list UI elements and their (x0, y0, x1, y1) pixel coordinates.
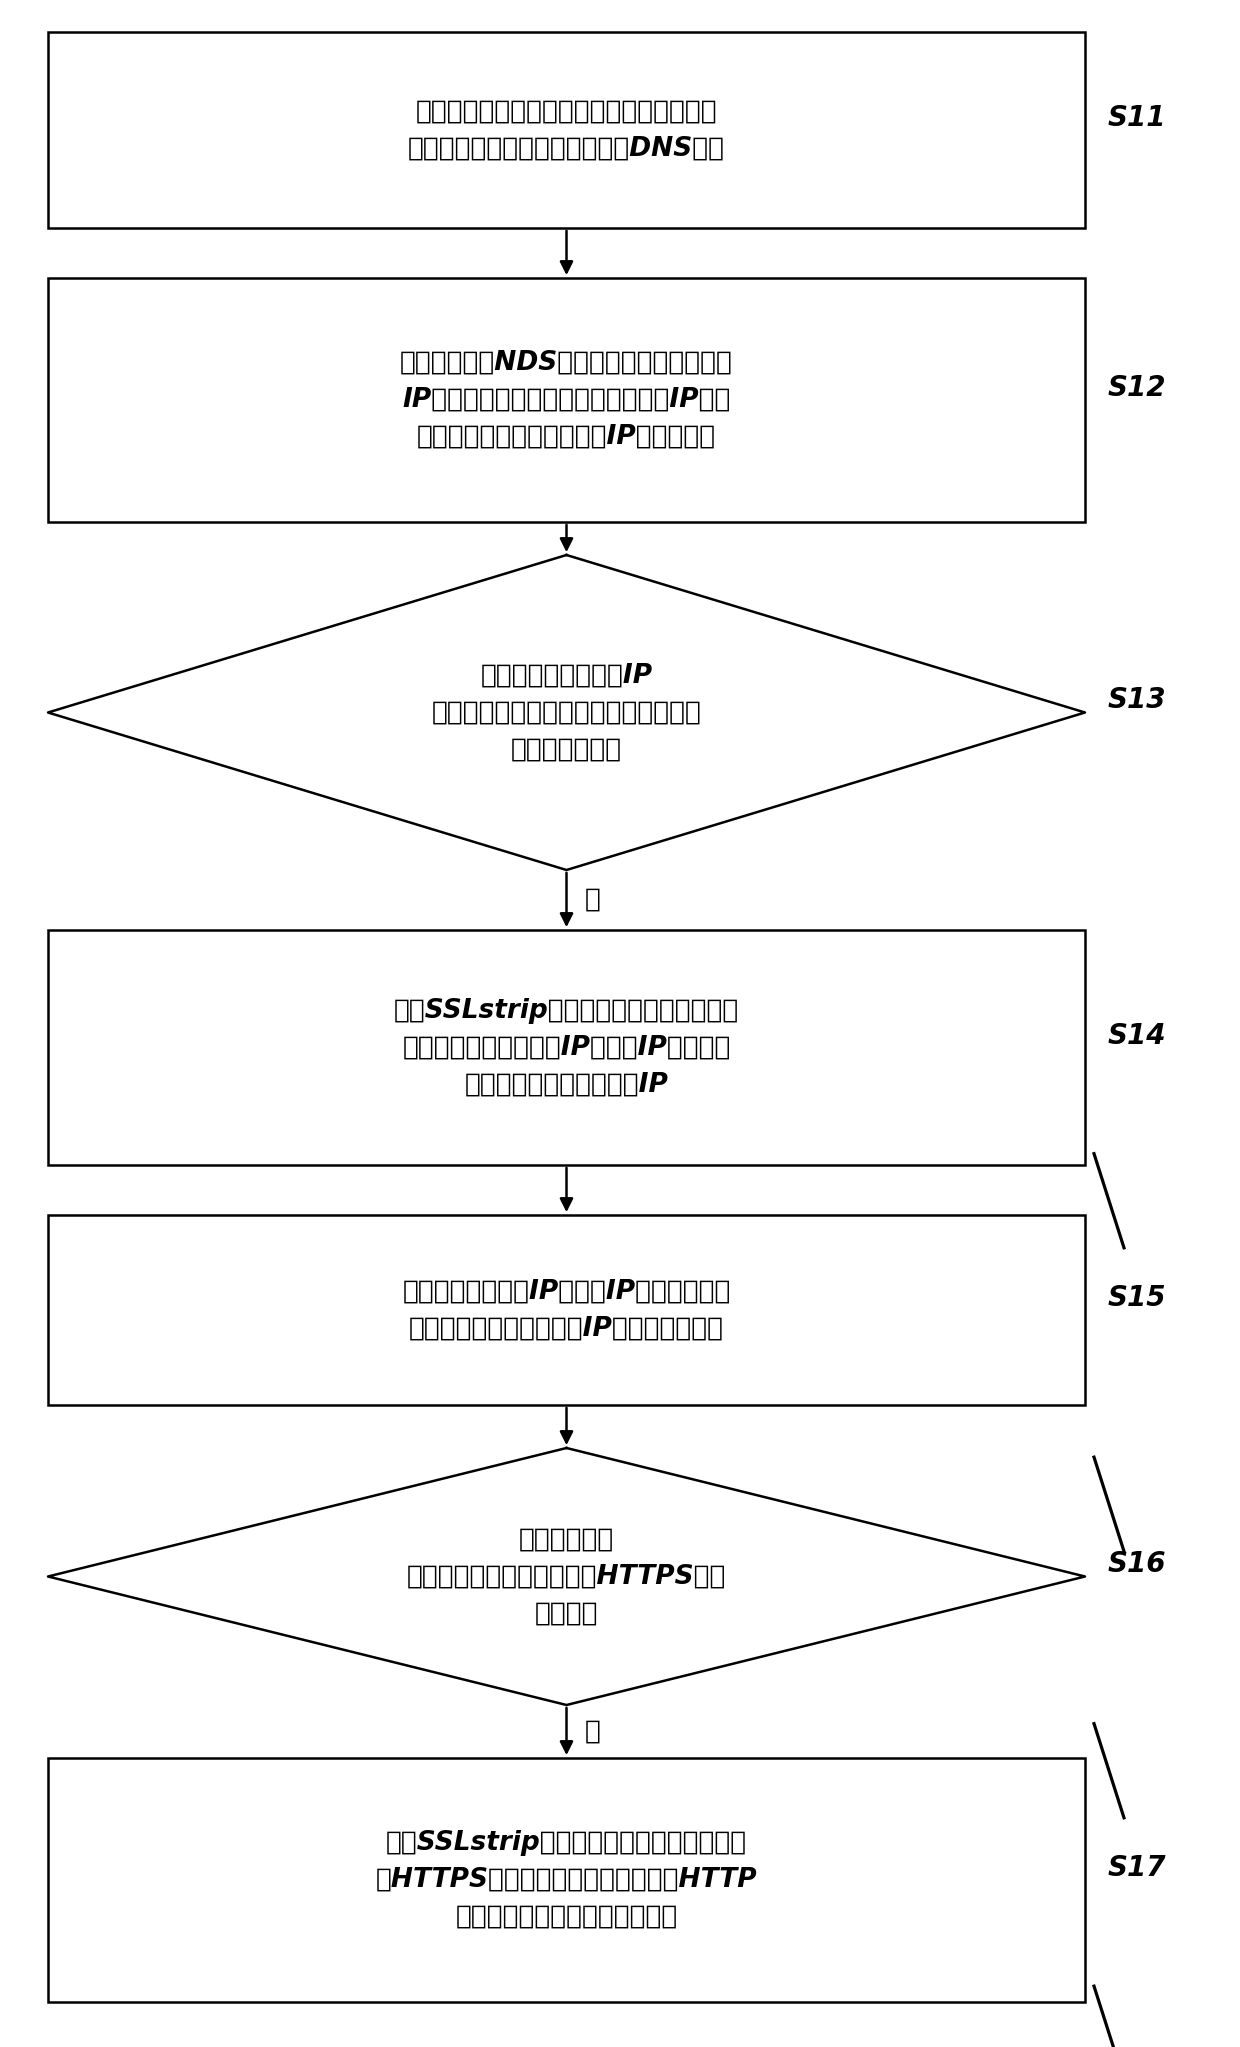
Polygon shape (48, 555, 1085, 870)
Polygon shape (48, 1447, 1085, 1705)
Bar (48, 33, 1085, 227)
Text: S11: S11 (1109, 104, 1167, 131)
Text: 根据获取到的真实IP，采用IP代理方式，将
访问数据报文发送至真实IP对应的目标网站: 根据获取到的真实IP，采用IP代理方式，将 访问数据报文发送至真实IP对应的目标… (402, 1279, 730, 1341)
Text: 根据获取到的NDS请求和预设的域名与欺骗
IP之间的对应关系，获取相应地欺骗IP，并
向客户端发送携带相应欺骗IP的响应信息: 根据获取到的NDS请求和预设的域名与欺骗 IP之间的对应关系，获取相应地欺骗IP… (401, 350, 733, 450)
Text: S14: S14 (1109, 1021, 1167, 1050)
Text: S16: S16 (1109, 1550, 1167, 1578)
Bar (48, 1216, 1085, 1404)
Text: S13: S13 (1109, 686, 1167, 714)
Text: S17: S17 (1109, 1855, 1167, 1881)
Bar (48, 278, 1085, 522)
Text: S12: S12 (1109, 375, 1167, 401)
Text: 是: 是 (584, 886, 600, 913)
Bar (48, 1758, 1085, 2002)
Text: 判断目标网站
发送的反馈信息中是否包含HTTPS访问
方式请求: 判断目标网站 发送的反馈信息中是否包含HTTPS访问 方式请求 (407, 1527, 727, 1627)
Text: 是: 是 (584, 1719, 600, 1744)
Text: 采用旁路分光的方式，获取运营商骨干网中
客户端发送的携带有目标域名的DNS请求: 采用旁路分光的方式，获取运营商骨干网中 客户端发送的携带有目标域名的DNS请求 (408, 98, 725, 162)
Text: S15: S15 (1109, 1283, 1167, 1312)
Text: 解析客户端根据欺骗IP
发送的访问数据报文，并判断访问数据
报文是否为明文: 解析客户端根据欺骗IP 发送的访问数据报文，并判断访问数据 报文是否为明文 (432, 663, 702, 761)
Text: 通过SSLstrip审计服务器将反馈信息中包含
的HTTPS访问方式请求转化为相应的HTTP
访问方式请求，并发送至客户端: 通过SSLstrip审计服务器将反馈信息中包含 的HTTPS访问方式请求转化为相… (376, 1830, 758, 1930)
Bar (48, 929, 1085, 1165)
Text: 通过SSLstrip审计服务器审计访问数据报
文，并根据预设的欺骗IP与真实IP之间的对
应关系，获取相应的真实IP: 通过SSLstrip审计服务器审计访问数据报 文，并根据预设的欺骗IP与真实IP… (394, 997, 739, 1097)
